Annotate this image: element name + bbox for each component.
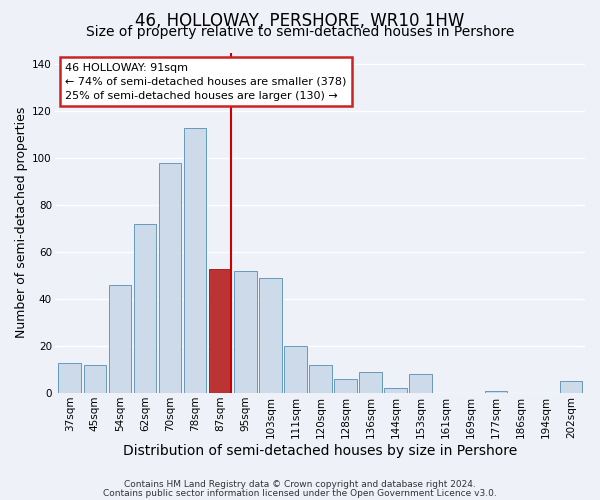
Bar — [184, 128, 206, 393]
Bar — [560, 382, 583, 393]
Bar — [109, 285, 131, 393]
Bar — [234, 271, 257, 393]
Text: Contains HM Land Registry data © Crown copyright and database right 2024.: Contains HM Land Registry data © Crown c… — [124, 480, 476, 489]
Bar — [334, 379, 357, 393]
Bar — [385, 388, 407, 393]
Text: Size of property relative to semi-detached houses in Pershore: Size of property relative to semi-detach… — [86, 25, 514, 39]
Bar — [159, 163, 181, 393]
Bar — [58, 362, 81, 393]
Bar — [134, 224, 156, 393]
Text: Contains public sector information licensed under the Open Government Licence v3: Contains public sector information licen… — [103, 488, 497, 498]
Bar — [209, 268, 232, 393]
Bar — [409, 374, 432, 393]
Bar — [485, 390, 507, 393]
Bar — [309, 365, 332, 393]
Bar — [259, 278, 281, 393]
Y-axis label: Number of semi-detached properties: Number of semi-detached properties — [15, 107, 28, 338]
Bar — [83, 365, 106, 393]
Text: 46, HOLLOWAY, PERSHORE, WR10 1HW: 46, HOLLOWAY, PERSHORE, WR10 1HW — [136, 12, 464, 30]
X-axis label: Distribution of semi-detached houses by size in Pershore: Distribution of semi-detached houses by … — [123, 444, 517, 458]
Bar — [359, 372, 382, 393]
Bar — [284, 346, 307, 393]
Text: 46 HOLLOWAY: 91sqm
← 74% of semi-detached houses are smaller (378)
25% of semi-d: 46 HOLLOWAY: 91sqm ← 74% of semi-detache… — [65, 62, 347, 100]
